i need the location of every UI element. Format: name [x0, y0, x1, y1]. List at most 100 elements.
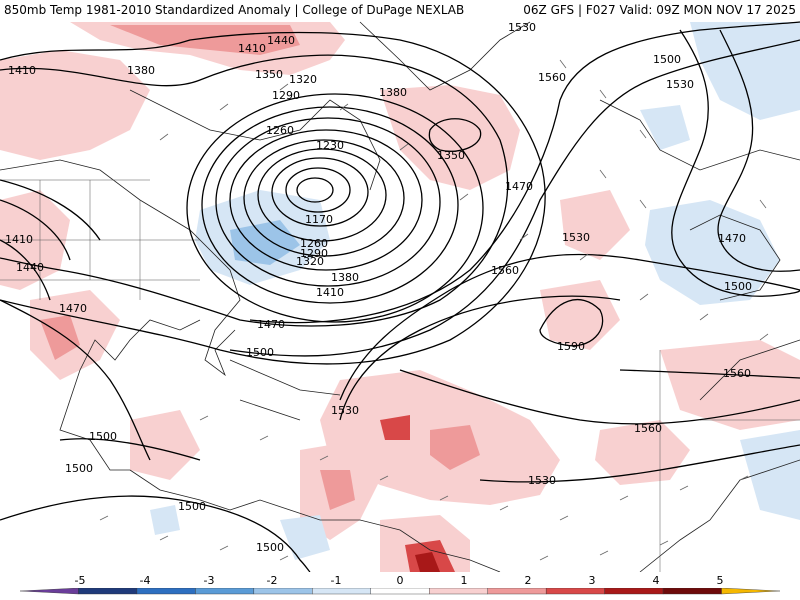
coastline: [689, 214, 781, 301]
contour-line: [296, 177, 334, 203]
contour-label: 1410: [8, 64, 36, 77]
contour-label: 1530: [508, 21, 536, 34]
contour-line: [619, 369, 800, 379]
contour-label: 1500: [256, 541, 284, 554]
coastline: [359, 21, 531, 91]
contour-line: [539, 299, 604, 347]
colorbar-tick: -5: [74, 574, 86, 587]
contour-line: [0, 239, 51, 301]
colorbar-segment: [195, 588, 255, 595]
contour-label: 1500: [246, 346, 274, 359]
colorbar-tick: 5: [716, 574, 724, 587]
warm-anomaly-area: [380, 85, 520, 190]
colorbar-segment: [429, 588, 488, 595]
contour-label: 1500: [89, 430, 117, 443]
contour-label: 1440: [16, 261, 44, 274]
colorbar-tick: 2: [524, 574, 532, 587]
contour-line: [671, 29, 800, 297]
contour-label: 1320: [289, 73, 317, 86]
coastline: [129, 89, 381, 191]
contour-line: [717, 29, 800, 272]
colorbar-segment: [487, 588, 547, 595]
contour-line: [0, 31, 546, 365]
contour-label: 1560: [491, 264, 519, 277]
contour-label: 1530: [666, 78, 694, 91]
contour-label: 1560: [723, 367, 751, 380]
political-borders: [0, 179, 800, 572]
contour-line: [0, 179, 101, 241]
contour-label: 1500: [653, 53, 681, 66]
colorbar-tick: 0: [396, 574, 404, 587]
wind-barbs: [99, 59, 769, 561]
colorbar-segment: [19, 588, 79, 595]
contour-label: 1290: [272, 89, 300, 102]
contour-label: 1260: [300, 237, 328, 250]
contour-label: 1500: [724, 280, 752, 293]
colorbar-segments: [19, 588, 781, 595]
coastline: [599, 99, 800, 171]
contour-label: 1470: [59, 302, 87, 315]
contour-label: 1170: [305, 213, 333, 226]
contour-line: [479, 444, 800, 483]
warm-anomaly-area: [415, 552, 440, 572]
coastline: [229, 359, 341, 396]
contour-label: 1410: [316, 286, 344, 299]
contour-label: 1350: [255, 68, 283, 81]
contour-label: 1560: [538, 71, 566, 84]
warm-anomaly-area: [320, 470, 355, 510]
colorbar-tick: 3: [588, 574, 596, 587]
coastline: [699, 339, 800, 401]
height-contours: [0, 21, 800, 572]
model-run-info: 06Z GFS | F027 Valid: 09Z MON NOV 17 202…: [523, 3, 796, 17]
colorbar-strip: [19, 588, 781, 595]
contour-label: 1530: [331, 404, 359, 417]
contour-line: [285, 167, 351, 213]
contour-label: 1470: [257, 318, 285, 331]
contour-line: [0, 54, 509, 327]
contour-line: [229, 39, 800, 357]
contour-label: 1380: [331, 271, 359, 284]
colorbar-segment: [721, 588, 781, 595]
contour-line: [271, 157, 369, 227]
contour-line: [0, 495, 311, 572]
cool-anomaly-area: [150, 505, 180, 535]
contour-line: [59, 438, 201, 461]
contour-label: 1290: [300, 247, 328, 260]
contour-line: [201, 106, 459, 304]
warm-anomaly-area: [0, 50, 150, 160]
contour-label: 1440: [267, 34, 295, 47]
contour-line: [229, 129, 423, 271]
coastline: [0, 159, 241, 377]
wind-barb: [559, 59, 767, 209]
contour-line: [0, 299, 151, 461]
contour-line: [186, 93, 484, 323]
contour-line: [249, 21, 800, 324]
contour-line: [215, 117, 441, 287]
contour-label: 1410: [238, 42, 266, 55]
contour-label: 1500: [178, 500, 206, 513]
contour-line: [339, 253, 800, 401]
wind-barb: [199, 415, 749, 521]
colorbar-segment: [136, 588, 196, 595]
contour-line: [399, 369, 800, 425]
contour-label: 1350: [437, 149, 465, 162]
colorbar-segment: [604, 588, 664, 595]
contour-line: [339, 295, 621, 421]
contour-label: 1470: [505, 180, 533, 193]
contour-line: [428, 118, 482, 152]
contour-label: 1260: [266, 124, 294, 137]
contour-line: [243, 139, 405, 257]
map-canvas: 1410 1380 1440 1410 1350 1320 1290 1380 …: [0, 20, 800, 572]
colorbar-tick: -4: [139, 574, 151, 587]
warm-anomaly-area: [130, 410, 200, 480]
colorbar-segment: [370, 588, 430, 595]
title-bar: 850mb Temp 1981-2010 Standardized Anomal…: [0, 0, 800, 20]
colorbar: -5 -4 -3 -2 -1 0 1 2 3 4 5: [0, 572, 800, 600]
coastlines: [0, 21, 800, 572]
contour-line: [0, 199, 71, 261]
contour-label: 1380: [379, 86, 407, 99]
colorbar-tick: -2: [266, 574, 278, 587]
wind-barb: [159, 83, 769, 341]
cool-anomaly-area: [640, 105, 690, 150]
